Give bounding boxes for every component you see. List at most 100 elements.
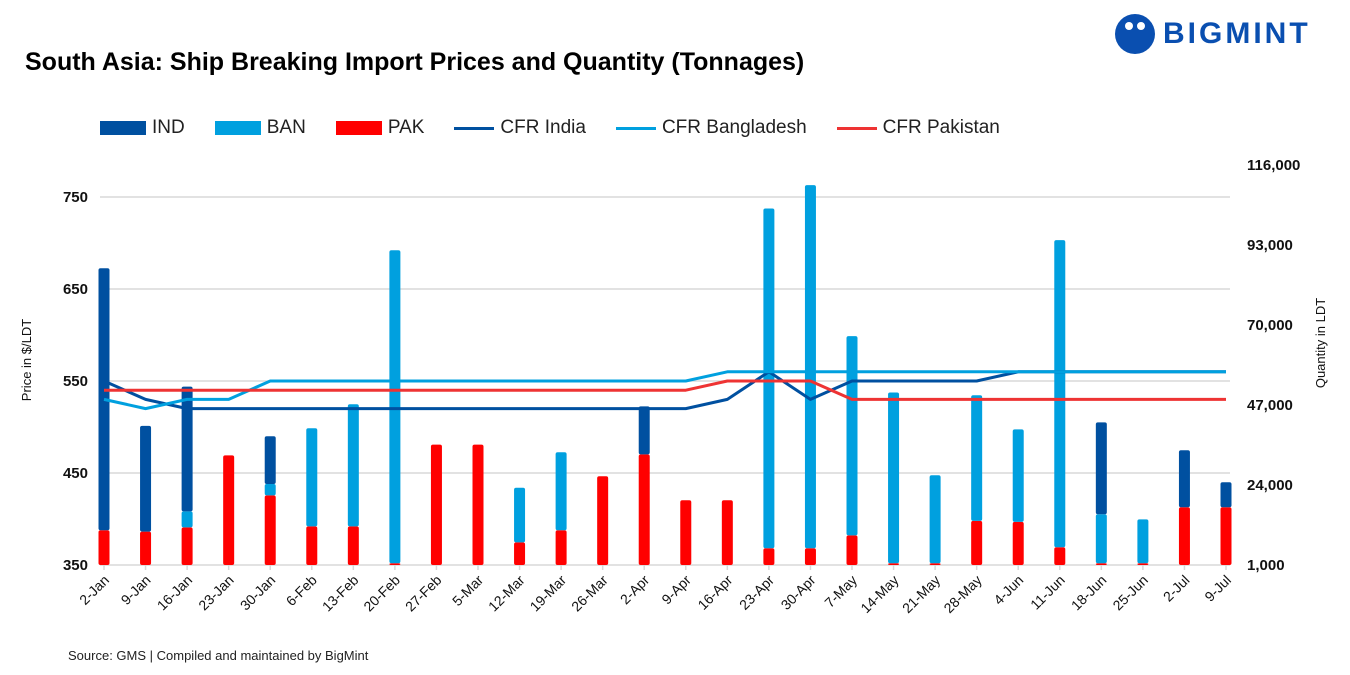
x-tick-label: 9-Jul xyxy=(1201,572,1234,605)
x-tick-label: 9-Jan xyxy=(118,572,154,608)
y2-tick-label: 93,000 xyxy=(1247,237,1293,254)
bar-pak xyxy=(1220,507,1232,565)
x-tick-label: 6-Feb xyxy=(283,572,320,609)
bar-ind xyxy=(1178,450,1190,508)
x-tick-label: 20-Feb xyxy=(360,572,403,615)
legend-swatch xyxy=(100,121,146,135)
bar-pak xyxy=(555,530,567,565)
x-tick-label: 5-Mar xyxy=(449,572,486,609)
y-axis-title: Price in $/LDT xyxy=(19,319,34,401)
bar-ban xyxy=(389,250,401,564)
x-tick-label: 16-Jan xyxy=(154,572,196,614)
bar-pak xyxy=(1137,563,1149,565)
bar-pak xyxy=(804,548,816,565)
y2-tick-label: 116,000 xyxy=(1247,157,1300,174)
legend-item-cfr-india: CFR India xyxy=(454,117,586,139)
x-tick-label: 2-Jul xyxy=(1160,572,1193,605)
chart-title: South Asia: Ship Breaking Import Prices … xyxy=(25,48,805,76)
y2-tick-label: 1,000 xyxy=(1247,557,1285,574)
bar-ban xyxy=(514,487,526,543)
bar-ind xyxy=(264,436,276,484)
x-tick-label: 30-Jan xyxy=(237,572,279,614)
x-tick-label: 18-Jun xyxy=(1068,572,1110,614)
bar-pak xyxy=(1095,563,1107,565)
line-cfr-bangladesh xyxy=(103,370,1226,411)
legend-item-ind: IND xyxy=(100,117,185,139)
y2-axis-title: Quantity in LDT xyxy=(1313,298,1328,388)
legend-swatch xyxy=(214,121,261,135)
bigmint-logo: BIGMINT xyxy=(1115,14,1311,54)
legend-item-cfr-bangladesh: CFR Bangladesh xyxy=(615,117,807,139)
legend-swatch xyxy=(454,126,495,130)
bar-pak xyxy=(763,548,775,565)
bar-pak xyxy=(223,455,235,565)
line-cfr-pakistan xyxy=(104,379,1226,401)
legend-label: BAN xyxy=(266,117,306,138)
bar-ban xyxy=(264,483,276,496)
legend-item-ban: BAN xyxy=(214,117,306,139)
bar-pak xyxy=(514,542,526,565)
legend: IND BAN PAK CFR India CFR Bangladesh CFR… xyxy=(100,117,1030,139)
bar-ind xyxy=(638,406,650,455)
bar-pak xyxy=(1054,547,1066,565)
bar-ind xyxy=(98,268,110,531)
x-tick-label: 21-May xyxy=(899,572,943,616)
x-tick-label: 25-Jun xyxy=(1109,572,1151,614)
y2-tick-label: 70,000 xyxy=(1247,317,1293,334)
bar-pak xyxy=(472,444,484,565)
bar-ban xyxy=(1095,514,1107,564)
legend-label: PAK xyxy=(387,117,425,138)
x-tick-label: 16-Apr xyxy=(694,572,735,613)
legend-item-pak: PAK xyxy=(335,117,425,139)
bar-pak xyxy=(264,495,276,565)
bar-pak xyxy=(306,526,318,565)
bar-pak xyxy=(638,454,650,565)
bigmint-logo-text: BIGMINT xyxy=(1163,17,1311,50)
bar-pak xyxy=(1012,521,1024,565)
bar-ban xyxy=(929,475,941,564)
bar-ban xyxy=(763,208,775,549)
x-tick-label: 13-Feb xyxy=(319,572,362,615)
bar-ban xyxy=(1054,240,1066,548)
bar-ind xyxy=(1220,482,1232,508)
bar-pak xyxy=(597,476,609,565)
bigmint-logo-icon xyxy=(1115,14,1155,54)
bar-ban xyxy=(555,452,567,531)
x-tick-label: 26-Mar xyxy=(568,572,611,615)
x-tick-label: 2-Jan xyxy=(76,572,112,608)
bar-pak xyxy=(888,563,900,565)
x-tick-label: 28-May xyxy=(940,572,984,616)
y2-tick-label: 24,000 xyxy=(1247,477,1293,494)
bar-pak xyxy=(347,526,359,565)
bar-ban xyxy=(347,404,359,527)
legend-label: CFR Pakistan xyxy=(882,117,1000,138)
y-tick-label: 350 xyxy=(63,557,88,574)
bar-pak xyxy=(98,530,110,565)
bar-pak xyxy=(929,563,941,565)
y-tick-label: 750 xyxy=(63,189,88,206)
bar-ban xyxy=(1012,429,1024,522)
y-tick-label: 450 xyxy=(63,465,88,482)
bar-pak xyxy=(721,500,733,565)
source-note: Source: GMS | Compiled and maintained by… xyxy=(68,648,369,663)
x-tick-label: 14-May xyxy=(857,572,901,616)
bar-pak xyxy=(430,444,442,565)
bar-pak xyxy=(680,500,692,565)
x-tick-label: 11-Jun xyxy=(1027,572,1068,613)
bar-ban xyxy=(971,395,983,521)
bar-pak xyxy=(140,531,152,565)
bar-pak xyxy=(181,527,193,565)
legend-label: CFR India xyxy=(500,117,586,138)
x-tick-label: 12-Mar xyxy=(485,572,528,615)
x-tick-label: 19-Mar xyxy=(527,572,570,615)
bar-ban xyxy=(306,428,318,527)
legend-label: CFR Bangladesh xyxy=(661,117,807,138)
bar-ind xyxy=(140,425,152,532)
legend-swatch xyxy=(335,121,382,135)
x-tick-label: 9-Apr xyxy=(658,572,694,608)
x-tick-label: 2-Apr xyxy=(617,572,653,608)
x-tick-label: 7-May xyxy=(821,572,860,611)
bar-pak xyxy=(846,535,858,565)
x-tick-label: 23-Jan xyxy=(195,572,237,614)
